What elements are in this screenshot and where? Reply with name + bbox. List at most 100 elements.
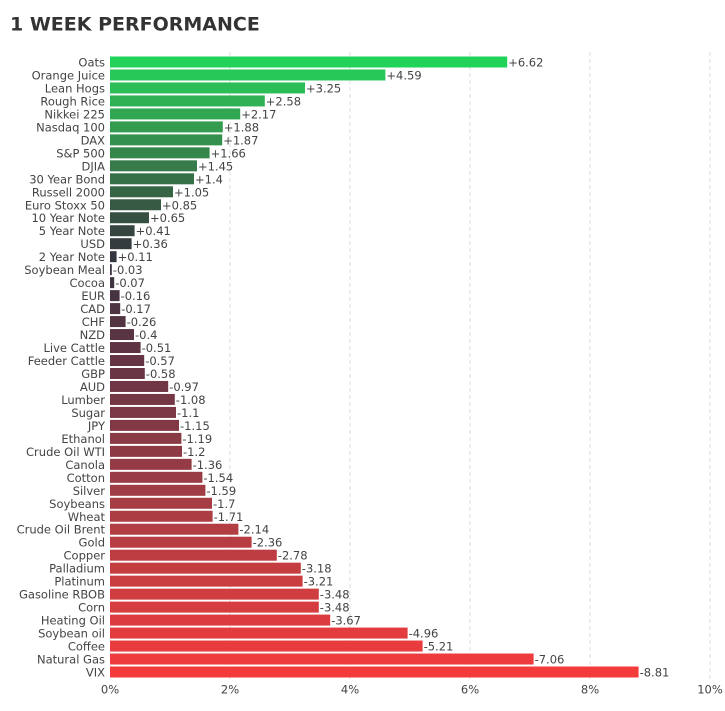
y-tick-label: Soybeans — [49, 497, 105, 511]
value-label: -3.67 — [331, 614, 361, 628]
value-label: +1.66 — [211, 146, 246, 160]
bar — [110, 199, 161, 211]
value-label: -4.96 — [409, 627, 439, 641]
bar — [110, 186, 173, 198]
y-tick-label: 30 Year Bond — [29, 172, 105, 186]
bar — [110, 367, 145, 379]
bar — [110, 225, 135, 237]
value-label: -1.36 — [193, 458, 223, 472]
bar — [110, 393, 175, 405]
bar — [110, 575, 303, 587]
bar — [110, 277, 115, 289]
y-tick-label: Wheat — [68, 510, 106, 524]
bar — [110, 523, 239, 535]
bar — [110, 95, 265, 107]
value-label: -1.54 — [203, 471, 233, 485]
bar — [110, 173, 194, 185]
bar — [110, 82, 305, 94]
y-tick-label: Rough Rice — [40, 94, 105, 108]
y-tick-label: Corn — [78, 601, 105, 615]
bar — [110, 342, 141, 354]
bar — [110, 380, 169, 392]
y-tick-label: Feeder Cattle — [28, 354, 105, 368]
value-label: -0.03 — [113, 263, 143, 277]
value-label: +4.59 — [386, 68, 421, 82]
y-tick-label: Soybean oil — [38, 627, 105, 641]
y-tick-label: Cocoa — [70, 276, 105, 290]
value-label: +1.45 — [198, 159, 233, 173]
value-label: +0.41 — [136, 224, 171, 238]
y-tick-label: EUR — [81, 289, 105, 303]
y-tick-label: Gasoline RBOB — [19, 588, 105, 602]
y-tick-label: USD — [80, 237, 105, 251]
value-label: -3.21 — [304, 575, 334, 589]
value-label: -0.4 — [135, 328, 157, 342]
x-tick-label: 10% — [697, 683, 723, 697]
value-label: -1.19 — [182, 432, 212, 446]
bar — [110, 627, 408, 639]
value-label: +1.05 — [174, 185, 209, 199]
bar — [110, 497, 212, 509]
bar — [110, 147, 210, 159]
x-tick-label: 0% — [101, 683, 119, 697]
value-label: +0.36 — [133, 237, 168, 251]
value-label: -0.16 — [121, 289, 151, 303]
bar — [110, 588, 319, 600]
y-tick-label: DJIA — [81, 159, 105, 173]
y-tick-label: Sugar — [71, 406, 105, 420]
y-tick-label: Nikkei 225 — [44, 107, 105, 121]
value-label: +2.17 — [241, 107, 276, 121]
y-tick-label: Lumber — [61, 393, 105, 407]
y-tick-label: Cotton — [67, 471, 105, 485]
bar — [110, 640, 423, 652]
y-tick-label: GBP — [81, 367, 105, 381]
bar — [110, 134, 223, 146]
y-tick-label: Russell 2000 — [32, 185, 105, 199]
bar — [110, 484, 206, 496]
y-tick-label: Soybean Meal — [24, 263, 105, 277]
y-tick-label: S&P 500 — [56, 146, 105, 160]
x-tick-label: 4% — [341, 683, 359, 697]
y-tick-label: AUD — [80, 380, 105, 394]
value-label: -1.1 — [177, 406, 199, 420]
y-tick-label: Platinum — [54, 575, 105, 589]
bar — [110, 303, 121, 315]
value-label: +0.85 — [162, 198, 197, 212]
bar — [110, 432, 182, 444]
y-tick-label: Coffee — [68, 640, 105, 654]
bar — [110, 419, 179, 431]
bar — [110, 251, 117, 263]
bar — [110, 160, 197, 172]
value-label: -1.59 — [206, 484, 236, 498]
y-tick-label: Crude Oil Brent — [17, 523, 106, 537]
value-label: -1.15 — [180, 419, 210, 433]
value-label: +2.58 — [266, 94, 301, 108]
value-label: -2.78 — [278, 549, 308, 563]
bar — [110, 121, 223, 133]
bar — [110, 471, 203, 483]
value-label: -1.71 — [214, 510, 244, 524]
y-tick-label: DAX — [81, 133, 106, 147]
bar — [110, 69, 386, 81]
y-tick-label: 5 Year Note — [39, 224, 105, 238]
value-label: -3.18 — [302, 562, 332, 576]
value-label: +1.88 — [224, 120, 259, 134]
value-label: -0.26 — [127, 315, 157, 329]
bar — [110, 549, 277, 561]
value-label: -0.97 — [169, 380, 199, 394]
value-label: +1.4 — [195, 172, 223, 186]
bar — [110, 355, 145, 367]
value-label: -0.58 — [146, 367, 176, 381]
value-label: +1.87 — [223, 133, 258, 147]
bar — [110, 653, 534, 665]
value-label: -7.06 — [535, 653, 565, 667]
value-label: -8.81 — [640, 666, 670, 680]
y-tick-label: Heating Oil — [41, 614, 105, 628]
bar — [110, 406, 176, 418]
x-tick-label: 6% — [461, 683, 479, 697]
y-tick-label: Copper — [64, 549, 106, 563]
x-tick-label: 2% — [221, 683, 239, 697]
bar — [110, 264, 112, 276]
y-tick-label: 10 Year Note — [31, 211, 105, 225]
y-tick-label: 2 Year Note — [39, 250, 105, 264]
